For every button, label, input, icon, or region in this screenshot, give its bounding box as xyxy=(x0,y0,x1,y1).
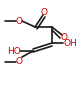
Text: O: O xyxy=(16,17,22,26)
Text: O: O xyxy=(16,57,22,66)
Text: O: O xyxy=(61,32,67,41)
Text: OH: OH xyxy=(63,39,77,48)
Text: O: O xyxy=(41,8,47,17)
Text: HO: HO xyxy=(7,47,21,56)
